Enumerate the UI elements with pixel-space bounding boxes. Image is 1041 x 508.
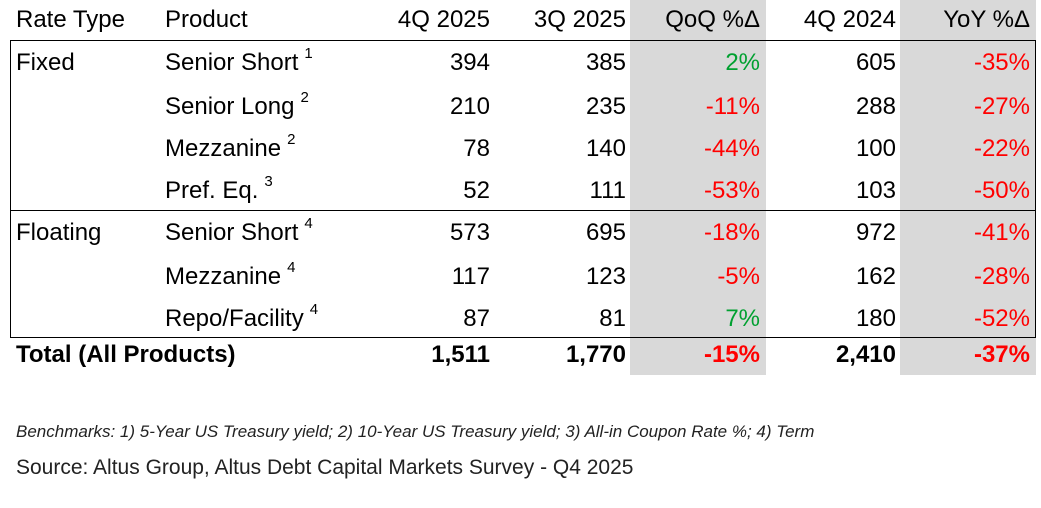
product-name: Senior Long: [165, 93, 295, 120]
header-cell: QoQ %Δ: [665, 6, 760, 33]
product-name: Senior Short: [165, 219, 299, 246]
value-cell: 100: [855, 135, 896, 162]
total-label: Total (All Products): [16, 341, 236, 368]
note-ref: 1: [304, 45, 313, 62]
value-cell: -35%: [973, 49, 1030, 76]
product-name: Senior Short: [165, 49, 299, 76]
value-cell: 288: [855, 93, 896, 120]
product: Senior Short 4: [165, 215, 313, 250]
product: Mezzanine 4: [165, 259, 295, 294]
note-ref: 2: [287, 131, 296, 148]
qoq-shade: [630, 0, 766, 375]
total-value: 1,511: [431, 341, 490, 368]
total-value: -37%: [973, 341, 1030, 368]
total-value: 1,770: [565, 341, 626, 368]
value-cell: 162: [855, 263, 896, 290]
product-name: Mezzanine: [165, 263, 282, 290]
value-cell: 972: [855, 219, 896, 246]
value-cell: -22%: [973, 135, 1030, 162]
product-name: Mezzanine: [165, 135, 282, 162]
value-cell: 140: [585, 135, 626, 162]
header-cell: YoY %Δ: [943, 6, 1030, 33]
product: Senior Long 2: [165, 89, 309, 124]
value-cell: 573: [449, 219, 490, 246]
value-cell: -41%: [973, 219, 1030, 246]
value-cell: 235: [585, 93, 626, 120]
rule: [10, 40, 1036, 41]
product: Senior Short 1: [165, 45, 313, 80]
header-cell: 3Q 2025: [533, 6, 626, 33]
header-cell: 4Q 2025: [397, 6, 490, 33]
rule: [10, 337, 1036, 338]
value-cell: 2%: [725, 49, 760, 76]
footnote: Benchmarks: 1) 5-Year US Treasury yield;…: [16, 422, 815, 441]
rule: [10, 210, 1036, 211]
value-cell: 695: [585, 219, 626, 246]
note-ref: 3: [264, 173, 273, 190]
note-ref: 4: [309, 301, 319, 318]
value-cell: -50%: [973, 177, 1030, 204]
value-cell: -5%: [717, 263, 760, 290]
value-cell: 605: [855, 49, 896, 76]
value-cell: 52: [463, 177, 490, 204]
value-cell: 78: [463, 135, 490, 162]
value-cell: 123: [585, 263, 626, 290]
value-cell: -11%: [705, 93, 760, 120]
header-cell: 4Q 2024: [803, 6, 896, 33]
value-cell: 81: [599, 305, 626, 332]
note-ref: 2: [300, 89, 309, 106]
value-cell: 117: [451, 263, 490, 290]
value-cell: -27%: [973, 93, 1030, 120]
product: Repo/Facility 4: [165, 301, 318, 336]
value-cell: -53%: [703, 177, 760, 204]
rate-type: Fixed: [16, 49, 75, 76]
value-cell: 111: [589, 177, 626, 204]
product: Pref. Eq. 3: [165, 173, 273, 208]
product-name: Repo/Facility: [165, 305, 304, 332]
value-cell: -28%: [973, 263, 1030, 290]
value-cell: 180: [855, 305, 896, 332]
header-cell: Product: [165, 6, 248, 33]
value-cell: -18%: [703, 219, 760, 246]
product: Mezzanine 2: [165, 131, 295, 166]
value-cell: 210: [449, 93, 490, 120]
source: Source: Altus Group, Altus Debt Capital …: [16, 456, 634, 479]
note-ref: 4: [287, 259, 296, 276]
value-cell: 394: [449, 49, 490, 76]
yoy-shade: [900, 0, 1036, 375]
total-value: -15%: [703, 341, 760, 368]
product-name: Pref. Eq.: [165, 177, 259, 204]
border: [10, 40, 11, 338]
value-cell: 7%: [725, 305, 760, 332]
value-cell: -44%: [703, 135, 760, 162]
rate-type: Floating: [16, 219, 102, 246]
value-cell: 103: [855, 177, 896, 204]
border: [1035, 40, 1036, 338]
value-cell: 87: [463, 305, 490, 332]
total-value: 2,410: [835, 341, 896, 368]
value-cell: 385: [585, 49, 626, 76]
header-cell: Rate Type: [16, 6, 125, 33]
value-cell: -52%: [973, 305, 1030, 332]
note-ref: 4: [304, 215, 313, 232]
